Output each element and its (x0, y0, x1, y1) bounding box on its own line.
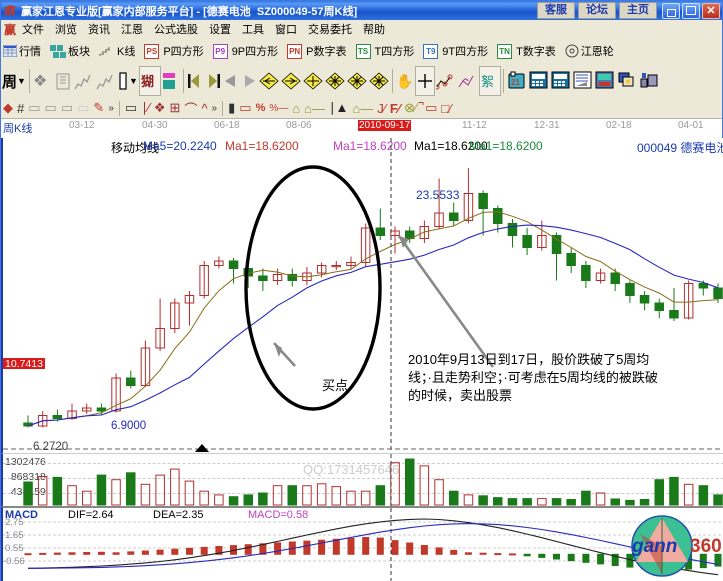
svg-text:6.9000: 6.9000 (111, 420, 146, 432)
svg-text:10.7413: 10.7413 (5, 358, 43, 370)
svg-text:23.5533: 23.5533 (416, 188, 460, 202)
svg-text:絮: 絮 (481, 74, 494, 89)
svg-text:1.65: 1.65 (5, 530, 24, 541)
svg-text:买点: 买点 (322, 378, 348, 393)
svg-text:✋: ✋ (396, 73, 413, 89)
svg-text:gann: gann (631, 536, 677, 557)
svg-text:0.55: 0.55 (5, 543, 24, 554)
svg-text:6.2720: 6.2720 (33, 441, 68, 453)
svg-text:2.75: 2.75 (5, 517, 24, 528)
svg-text:21: 21 (511, 78, 520, 87)
svg-text:❖: ❖ (33, 73, 47, 90)
svg-text:-0.56: -0.56 (3, 556, 25, 567)
svg-text:360: 360 (690, 536, 722, 557)
svg-text:猢: 猢 (141, 74, 154, 89)
